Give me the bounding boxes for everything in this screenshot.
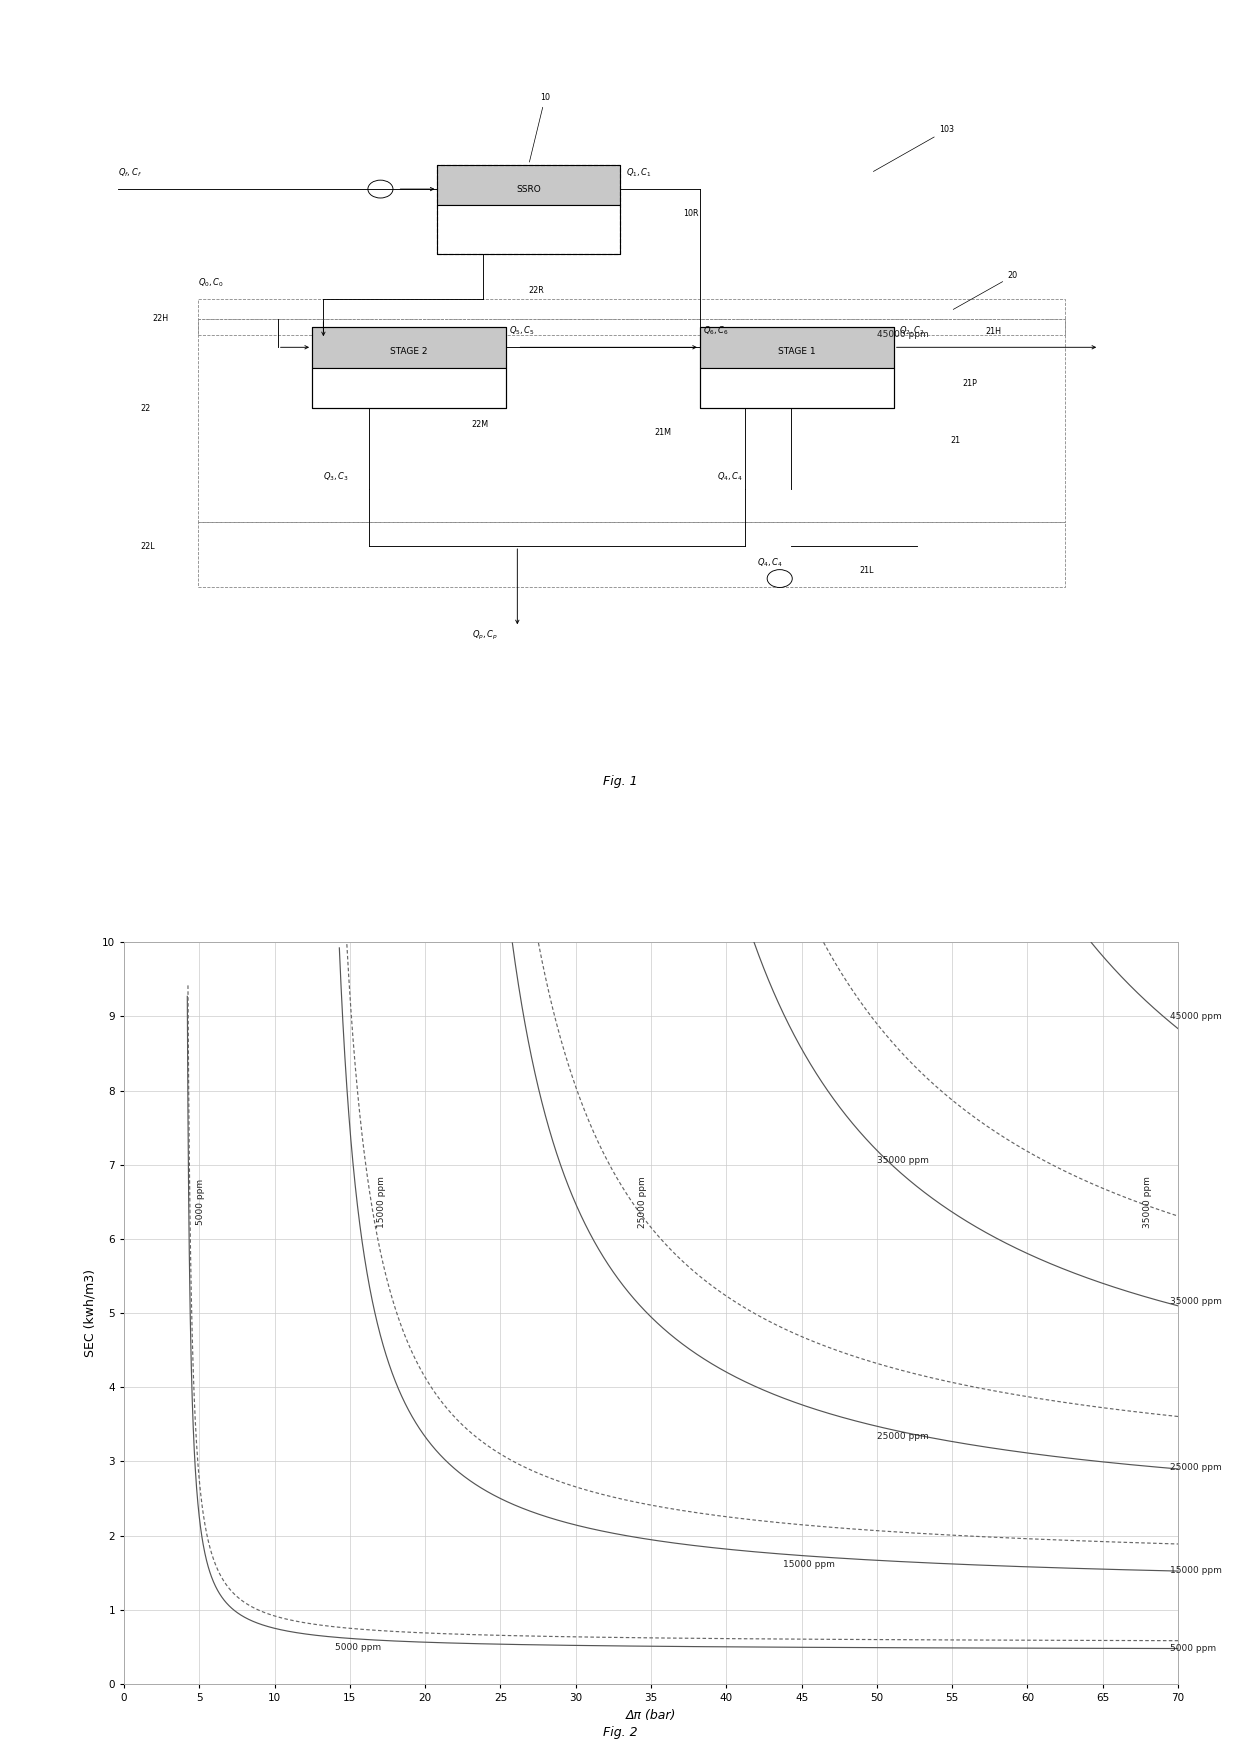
Bar: [198, 522, 1065, 586]
Text: 21L: 21L: [859, 565, 874, 574]
Text: $Q_f,C_f$: $Q_f,C_f$: [118, 166, 141, 180]
Text: 45000 ppm: 45000 ppm: [877, 330, 929, 339]
Text: $Q_6,C_6$: $Q_6,C_6$: [703, 325, 729, 337]
Bar: [699, 368, 894, 408]
Bar: [198, 319, 1065, 522]
Text: 5000 ppm: 5000 ppm: [196, 1180, 205, 1225]
Bar: [312, 326, 506, 408]
Text: 15000 ppm: 15000 ppm: [782, 1560, 835, 1569]
Text: 22R: 22R: [528, 286, 544, 295]
Bar: [438, 206, 620, 255]
Text: $Q_3,C_3$: $Q_3,C_3$: [324, 471, 350, 483]
Text: $Q_4,C_4$: $Q_4,C_4$: [756, 557, 782, 569]
Bar: [312, 326, 506, 368]
Text: 25000 ppm: 25000 ppm: [637, 1176, 647, 1228]
Bar: [198, 298, 1065, 335]
Text: 21: 21: [951, 436, 961, 445]
Text: 35000 ppm: 35000 ppm: [1171, 1297, 1223, 1307]
Text: Fig. 2: Fig. 2: [603, 1726, 637, 1740]
Text: 25000 ppm: 25000 ppm: [877, 1433, 929, 1441]
Text: 15000 ppm: 15000 ppm: [377, 1176, 386, 1228]
Text: 10: 10: [529, 92, 551, 162]
Text: 21M: 21M: [655, 428, 671, 436]
Text: STAGE 2: STAGE 2: [391, 347, 428, 356]
Bar: [438, 164, 620, 255]
Text: 15000 ppm: 15000 ppm: [1171, 1567, 1223, 1576]
Text: STAGE 1: STAGE 1: [777, 347, 816, 356]
Text: SSRO: SSRO: [516, 185, 541, 194]
Text: 22M: 22M: [471, 421, 489, 429]
Text: 22: 22: [141, 403, 151, 412]
Text: $Q_4,C_4$: $Q_4,C_4$: [717, 471, 743, 483]
Text: 5000 ppm: 5000 ppm: [1171, 1644, 1216, 1653]
Text: $Q_p,C_p$: $Q_p,C_p$: [471, 628, 497, 642]
Text: 35000 ppm: 35000 ppm: [877, 1157, 929, 1166]
Text: 103: 103: [873, 126, 955, 171]
Text: 35000 ppm: 35000 ppm: [1143, 1176, 1152, 1228]
Text: 21P: 21P: [962, 379, 977, 389]
Text: 20: 20: [954, 270, 1018, 309]
Text: 22H: 22H: [153, 314, 169, 323]
Text: Fig. 1: Fig. 1: [603, 775, 637, 789]
Bar: [699, 326, 894, 368]
Text: 22L: 22L: [141, 541, 155, 551]
Text: $Q_5,C_5$: $Q_5,C_5$: [510, 325, 536, 337]
Text: 5000 ppm: 5000 ppm: [335, 1644, 381, 1653]
Text: $Q_1,C_1$: $Q_1,C_1$: [626, 166, 651, 180]
Text: 45000 ppm: 45000 ppm: [1171, 1012, 1223, 1021]
Text: 21H: 21H: [985, 326, 1001, 335]
Y-axis label: SEC (kwh/m3): SEC (kwh/m3): [83, 1269, 97, 1358]
Text: 25000 ppm: 25000 ppm: [1171, 1462, 1223, 1473]
X-axis label: Δπ (bar): Δπ (bar): [626, 1708, 676, 1722]
Bar: [312, 368, 506, 408]
Text: $Q_2,C_2$: $Q_2,C_2$: [899, 325, 925, 337]
Bar: [699, 326, 894, 408]
Text: 10R: 10R: [683, 209, 698, 218]
Bar: [438, 164, 620, 206]
Text: $Q_0,C_0$: $Q_0,C_0$: [198, 276, 224, 288]
